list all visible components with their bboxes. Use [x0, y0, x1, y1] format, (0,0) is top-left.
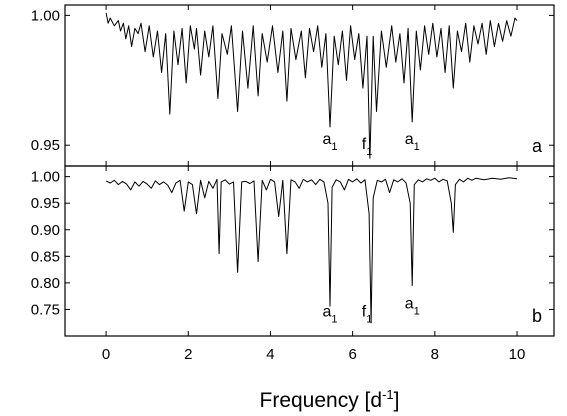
panel-b-label: b: [532, 306, 542, 326]
panel-a-y-tick-label: 0.95: [31, 137, 60, 154]
annotation-letter: f: [362, 136, 367, 153]
panel-b-y-tick-label: 1.00: [31, 169, 60, 186]
annotation-letter: a: [323, 131, 332, 148]
panel-a-annotation: a1: [405, 131, 420, 153]
panel-b-y-tick-label: 0.80: [31, 275, 60, 292]
panel-b-y-tick-label: 0.90: [31, 222, 60, 239]
annotation-letter: a: [405, 131, 414, 148]
panel-b-y-tick-label: 0.95: [31, 195, 60, 212]
x-tick-label: 4: [266, 346, 274, 363]
annotation-subscript: 1: [414, 305, 420, 317]
annotation-subscript: 1: [366, 146, 372, 158]
annotation-subscript: 1: [331, 141, 337, 153]
annotation-letter: f: [362, 303, 367, 320]
x-tick-label: 6: [348, 346, 356, 363]
annotation-subscript: 1: [414, 141, 420, 153]
panel-a-label: a: [532, 136, 543, 156]
x-axis-title-main: Frequency [d: [260, 389, 383, 412]
panel-a-y-tick-label: 1.00: [31, 7, 60, 24]
x-tick-label: 8: [431, 346, 439, 363]
annotation-letter: a: [405, 295, 414, 312]
annotation-subscript: 1: [366, 313, 372, 325]
x-tick-label: 0: [102, 346, 110, 363]
x-axis: 0 2 4 6 8 10: [102, 346, 525, 363]
x-tick-label: 2: [184, 346, 192, 363]
x-axis-title-close: ]: [394, 389, 400, 412]
x-axis-title: Frequency [d-1]: [260, 387, 400, 412]
panel-a-annotation: a1: [323, 131, 338, 153]
panel-b-annotation: a1: [323, 303, 338, 325]
panel-b-y-tick-label: 0.75: [31, 301, 60, 318]
panel-a-annotation: f1: [362, 136, 373, 158]
annotation-subscript: 1: [331, 313, 337, 325]
panel-b-annotation: f1: [362, 303, 373, 325]
x-tick-label: 10: [509, 346, 526, 363]
panel-b-y-tick-label: 0.85: [31, 248, 60, 265]
panel-a-series-line: [105, 12, 518, 159]
panel-b-series-line: [105, 177, 518, 324]
panel-b-frame: [64, 165, 555, 337]
annotation-letter: a: [323, 303, 332, 320]
panel-b-annotation: a1: [405, 295, 420, 317]
x-axis-title-superscript: -1: [382, 387, 394, 402]
